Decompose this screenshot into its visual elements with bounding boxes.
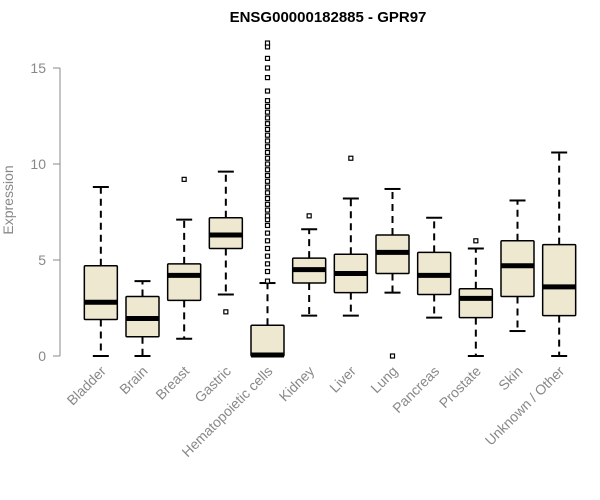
y-tick-label: 5 (38, 252, 46, 268)
outlier-point (264, 65, 271, 71)
outlier-point (264, 278, 271, 284)
outlier-point (389, 353, 396, 359)
box-skin (500, 199, 535, 333)
outlier-point (264, 115, 271, 121)
outlier-point (264, 195, 271, 202)
box-bladder (83, 186, 119, 357)
outlier-point (264, 184, 271, 190)
outlier-point (264, 121, 271, 127)
outlier-point (264, 230, 271, 236)
outlier-point (264, 253, 271, 259)
outlier-point (264, 98, 271, 104)
x-tick-label: Prostate (436, 363, 484, 411)
outlier-point (306, 213, 312, 219)
outlier-point (264, 109, 271, 115)
x-tick-label: Kidney (276, 363, 318, 405)
iqr-box (250, 324, 285, 357)
y-axis-label: Expression (0, 165, 16, 234)
outlier-point (264, 178, 271, 184)
outlier-point (264, 88, 271, 94)
chart-title: ENSG00000182885 - GPR97 (230, 9, 427, 26)
outlier-point (223, 309, 229, 315)
outlier-point (264, 238, 271, 244)
x-tick-label: Unknown / Other (482, 363, 568, 449)
box-plots (83, 40, 577, 359)
outlier-point (264, 74, 271, 81)
outlier-point (181, 176, 187, 182)
x-tick-label: Breast (152, 363, 192, 403)
outlier-point (264, 144, 271, 150)
outlier-point (264, 132, 271, 138)
outlier-point (264, 40, 271, 46)
iqr-box (541, 243, 577, 317)
outlier-point (264, 149, 271, 156)
outlier-point (264, 138, 271, 144)
iqr-box (166, 263, 202, 302)
y-tick-label: 0 (38, 348, 46, 364)
y-tick-label: 10 (30, 156, 46, 172)
box-lung (375, 187, 410, 359)
box-breast (166, 176, 202, 340)
y-axis: 0 5 10 15 (30, 60, 61, 364)
outlier-point (264, 213, 271, 219)
box-brain (125, 280, 160, 357)
outlier-point (264, 201, 271, 207)
box-gastric (208, 170, 244, 315)
outlier-point (264, 268, 271, 275)
outlier-point (264, 222, 271, 229)
outlier-point (264, 172, 271, 179)
iqr-box (458, 288, 494, 319)
box-kidney (291, 213, 327, 317)
outlier-point (264, 207, 271, 213)
x-tick-label: Skin (495, 363, 526, 394)
x-tick-label: Brain (116, 363, 150, 397)
box-liver (333, 155, 369, 317)
outlier-point (264, 190, 271, 196)
x-tick-label: Lung (367, 363, 400, 396)
outlier-point (473, 238, 479, 244)
outlier-point (264, 55, 271, 62)
y-tick-label: 15 (30, 60, 46, 76)
outlier-point (264, 126, 271, 133)
outlier-point (348, 155, 354, 161)
x-tick-label: Bladder (64, 363, 110, 409)
outlier-point (264, 261, 271, 267)
iqr-box (83, 265, 119, 321)
x-tick-label: Liver (326, 363, 359, 396)
box-unknown-other (541, 151, 577, 357)
iqr-box (500, 240, 535, 298)
outlier-point (264, 155, 271, 161)
outlier-point (264, 103, 271, 110)
outlier-point (264, 245, 271, 252)
box-prostate (458, 238, 494, 357)
box-pancreas (416, 216, 452, 319)
outlier-point (264, 161, 271, 167)
outlier-point (264, 167, 271, 173)
box-hematopoietic-cells (250, 40, 285, 358)
